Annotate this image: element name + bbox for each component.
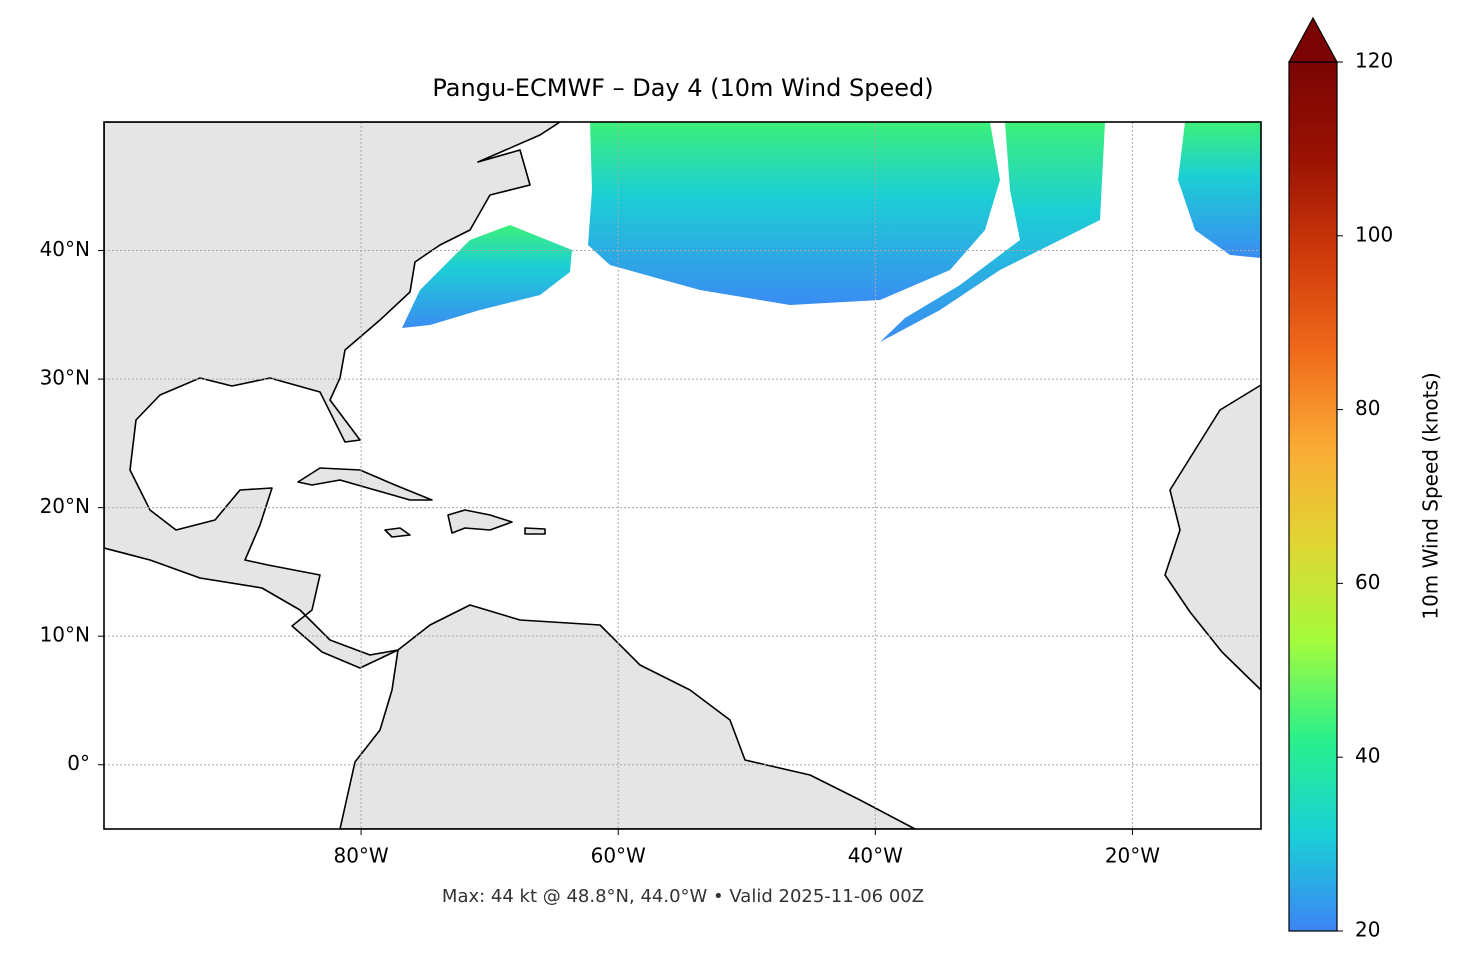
x-tick-label: 40°W (848, 844, 903, 868)
africa (1164, 384, 1261, 691)
colorbar-tick-label: 100 (1355, 222, 1393, 246)
x-tick-label: 60°W (591, 844, 646, 868)
colorbar-tick-label: 40 (1355, 744, 1380, 768)
y-tick-label: 30°N (40, 366, 90, 390)
colorbar-label: 10m Wind Speed (knots) (1419, 372, 1443, 619)
plot-frame (103, 121, 1262, 830)
colorbar-extend (1287, 16, 1339, 63)
x-tick-label: 80°W (333, 844, 388, 868)
cuba (297, 467, 433, 501)
hispaniola (447, 509, 513, 534)
wind-area (588, 122, 1000, 305)
jamaica (384, 527, 411, 538)
x-tick-label: 20°W (1105, 844, 1160, 868)
map (104, 122, 1261, 829)
colorbar (1288, 61, 1338, 932)
wind-area (1178, 122, 1261, 258)
chart-title: Pangu-ECMWF – Day 4 (10m Wind Speed) (432, 74, 933, 102)
colorbar-tick-label: 120 (1355, 49, 1393, 73)
north-america (104, 122, 561, 669)
grid (104, 122, 1261, 829)
footnote: Max: 44 kt @ 48.8°N, 44.0°W • Valid 2025… (442, 886, 924, 907)
south-america (339, 604, 916, 829)
colorbar-tick-label: 20 (1355, 918, 1380, 942)
y-tick-label: 10°N (40, 623, 90, 647)
y-tick-label: 40°N (40, 237, 90, 261)
colorbar-tick-label: 80 (1355, 396, 1380, 420)
puerto-rico (524, 527, 546, 535)
y-tick-label: 20°N (40, 494, 90, 518)
y-tick-label: 0° (67, 751, 90, 775)
colorbar-tick-label: 60 (1355, 570, 1380, 594)
wind-area (880, 122, 1105, 342)
